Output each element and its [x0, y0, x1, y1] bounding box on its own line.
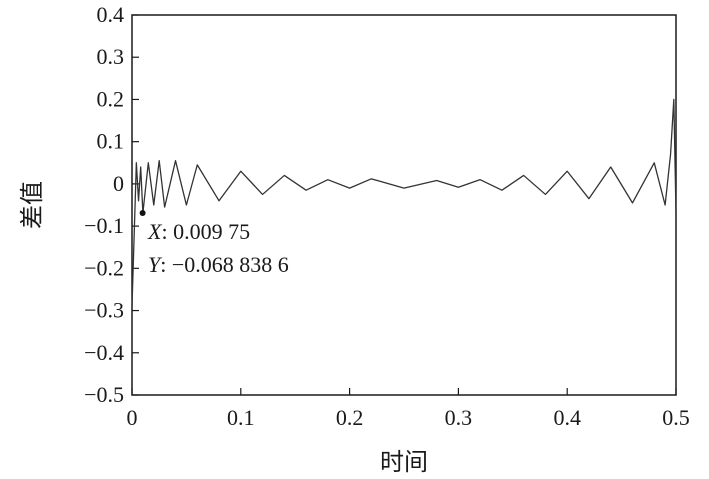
- x-axis-ticks: 0 0.1 0.2 0.3 0.4 0.5: [127, 388, 690, 430]
- annotation-x-label: X: [147, 219, 163, 244]
- x-tick-label: 0.5: [662, 405, 690, 430]
- y-tick-label: −0.4: [84, 340, 124, 365]
- y-axis-label: 差值: [18, 181, 46, 229]
- y-tick-label: 0.4: [97, 2, 125, 27]
- x-tick-label: 0: [127, 405, 138, 430]
- series-line: [131, 98, 677, 307]
- data-point-marker: [139, 209, 146, 216]
- y-tick-label: −0.1: [84, 213, 124, 238]
- y-axis-ticks: 0.4 0.3 0.2 0.1 0 −0.1 −0.2 −0.3 −0.4 −0.5: [84, 2, 139, 407]
- x-tick-label: 0.3: [445, 405, 473, 430]
- y-tick-label: 0.2: [97, 86, 125, 111]
- y-tick-label: −0.5: [84, 382, 124, 407]
- annotation-x: X: 0.009 75: [147, 219, 250, 244]
- annotation-y-value: : −0.068 838 6: [160, 252, 289, 277]
- annotation-y-label: Y: [148, 252, 163, 277]
- x-tick-label: 0.4: [553, 405, 581, 430]
- y-tick-label: 0: [113, 171, 124, 196]
- y-tick-label: −0.2: [84, 255, 124, 280]
- y-tick-label: −0.3: [84, 298, 124, 323]
- annotation-x-value: : 0.009 75: [161, 219, 250, 244]
- x-tick-label: 0.2: [336, 405, 364, 430]
- y-tick-label: 0.1: [97, 129, 125, 154]
- annotation-y: Y: −0.068 838 6: [148, 252, 289, 277]
- x-tick-label: 0.1: [227, 405, 255, 430]
- y-tick-label: 0.3: [97, 44, 125, 69]
- plot-frame: [131, 14, 677, 396]
- x-axis-label: 时间: [380, 448, 428, 476]
